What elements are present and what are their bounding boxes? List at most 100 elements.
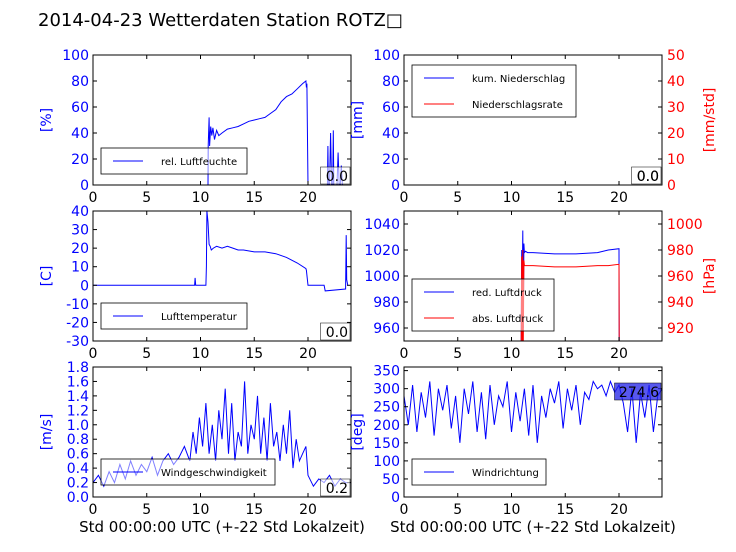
y-tick-label: -20: [66, 315, 89, 331]
y-tick-label: 40: [71, 126, 89, 142]
last-value-label: 0.0: [326, 325, 348, 341]
x-tick-label: 10: [192, 346, 210, 362]
legend: Windrichtung: [411, 458, 547, 486]
legend-box: [411, 64, 577, 118]
x-tick-label: 10: [192, 502, 210, 518]
y2-tick-label: 920: [667, 321, 694, 337]
x-tick-label: 10: [503, 346, 521, 362]
legend-label: kum. Niederschlag: [472, 74, 565, 85]
y-tick-label: 80: [382, 74, 400, 90]
y-tick-label: 20: [71, 152, 89, 168]
panel-precipitation: 0 5 10 15 20 0 20 40 60 80 100 0 10 20 30 40 50 [mm] [mm/s…: [350, 48, 718, 206]
y-axis-label: [C]: [39, 266, 55, 287]
y-tick-label: 0: [391, 490, 400, 506]
panel-temperature: 0 5 10 15 20 -30 -20 -10 0 10 20 30 40 [C] Lufttempera…: [39, 204, 352, 362]
last-value-box: [320, 322, 351, 341]
y2-tick-label: 1000: [667, 217, 703, 233]
plot-frame: [403, 54, 663, 186]
x-tick-label: 10: [503, 502, 521, 518]
x-tick-label: 5: [453, 502, 462, 518]
y2-tick-label: 940: [667, 295, 694, 311]
last-value-box: [614, 382, 662, 401]
last-value-box: [631, 166, 662, 185]
y-tick-label: 0.4: [67, 461, 89, 477]
y-tick-label: 1000: [364, 269, 400, 285]
y-axis-label: [deg]: [350, 413, 366, 450]
x-tick-label: 15: [245, 502, 263, 518]
y-tick-label: 1040: [364, 217, 400, 233]
y-tick-label: 40: [71, 204, 89, 220]
y-tick-label: 100: [373, 454, 400, 470]
y-tick-label: 0.8: [67, 432, 89, 448]
y-tick-label: 60: [382, 100, 400, 116]
x-tick-label: 5: [142, 190, 151, 206]
last-value-box: [320, 478, 351, 497]
x-tick-label: 20: [299, 346, 317, 362]
x-tick-label: 10: [503, 190, 521, 206]
plot-frame: [92, 366, 352, 498]
last-value-label: 274.6: [619, 385, 659, 401]
y-tick-label: 1.8: [67, 360, 89, 376]
y-tick-label: 20: [71, 241, 89, 257]
series-line-lufttemperatur: [93, 211, 349, 292]
y-tick-label: 40: [382, 126, 400, 142]
legend: rel. Luftfeuchte: [100, 147, 248, 175]
y2-tick-label: 960: [667, 269, 694, 285]
y-tick-label: 960: [373, 321, 400, 337]
y-tick-label: 0: [391, 178, 400, 194]
plot-frame: [92, 54, 352, 186]
x-tick-label: 5: [142, 346, 151, 362]
legend: Lufttemperatur: [100, 302, 248, 330]
y-tick-label: 80: [71, 74, 89, 90]
plot-frame: [403, 366, 663, 498]
x-axis-label: Std 00:00:00 UTC (+-22 Std Lokalzeit): [79, 518, 365, 536]
series-line-rel-luftfeuchte: [93, 80, 345, 185]
y-tick-label: 300: [373, 382, 400, 398]
y-tick-label: -30: [66, 334, 89, 350]
x-tick-label: 0: [400, 502, 409, 518]
legend-label: abs. Luftdruck: [472, 314, 543, 325]
panel-pressure: 0 5 10 15 20 960 980 1000 1020 1040 920 940 960 980 10…: [364, 210, 718, 362]
last-value-box: [320, 166, 351, 185]
x-tick-label: 0: [400, 190, 409, 206]
last-value-label-2: 0.0: [637, 169, 659, 185]
x-tick-label: 0: [89, 190, 98, 206]
x-tick-label: 15: [245, 190, 263, 206]
y-tick-label: 980: [373, 295, 400, 311]
legend-label: Niederschlagsrate: [472, 100, 563, 111]
y-tick-label: 250: [373, 400, 400, 416]
legend: Windgeschwindigkeit: [100, 458, 276, 486]
y-tick-label: 1020: [364, 243, 400, 259]
y2-tick-label: 50: [667, 48, 685, 64]
plot-frame: [92, 210, 352, 342]
x-tick-label: 0: [400, 346, 409, 362]
legend-label: Windgeschwindigkeit: [161, 468, 267, 479]
y-tick-label: 0.0: [67, 490, 89, 506]
figure-title: 2014-04-23 Wetterdaten Station ROTZ□: [38, 10, 403, 31]
last-value-label: 0.2: [326, 481, 348, 497]
y-tick-label: 0.2: [67, 476, 89, 492]
y2-tick-label: 10: [667, 152, 685, 168]
x-tick-label: 5: [453, 346, 462, 362]
y-tick-label: 100: [373, 48, 400, 64]
y2-axis-label: [hPa]: [702, 258, 718, 294]
y-tick-label: -10: [66, 297, 89, 313]
y2-axis-label: [mm/std]: [702, 88, 718, 153]
panel-wind_speed: 0 5 10 15 200.00.20.40.60.81.01.21.41.61.8[m…: [39, 360, 365, 536]
x-tick-label: 5: [142, 502, 151, 518]
x-tick-label: 15: [556, 346, 574, 362]
y-tick-label: 350: [373, 364, 400, 380]
y-tick-label: 0: [80, 178, 89, 194]
legend: kum. Niederschlag Niederschlagsrate: [411, 64, 577, 118]
y2-tick-label: 980: [667, 243, 694, 259]
last-value-label: 0.0: [637, 169, 659, 185]
y2-tick-label: 0: [667, 178, 676, 194]
x-tick-label: 20: [610, 346, 628, 362]
y-tick-label: 0.6: [67, 447, 89, 463]
x-tick-label: 15: [556, 502, 574, 518]
x-tick-label: 20: [610, 190, 628, 206]
legend: red. Luftdruck abs. Luftdruck: [411, 278, 555, 332]
x-tick-label: 15: [245, 346, 263, 362]
y-tick-label: 60: [71, 100, 89, 116]
